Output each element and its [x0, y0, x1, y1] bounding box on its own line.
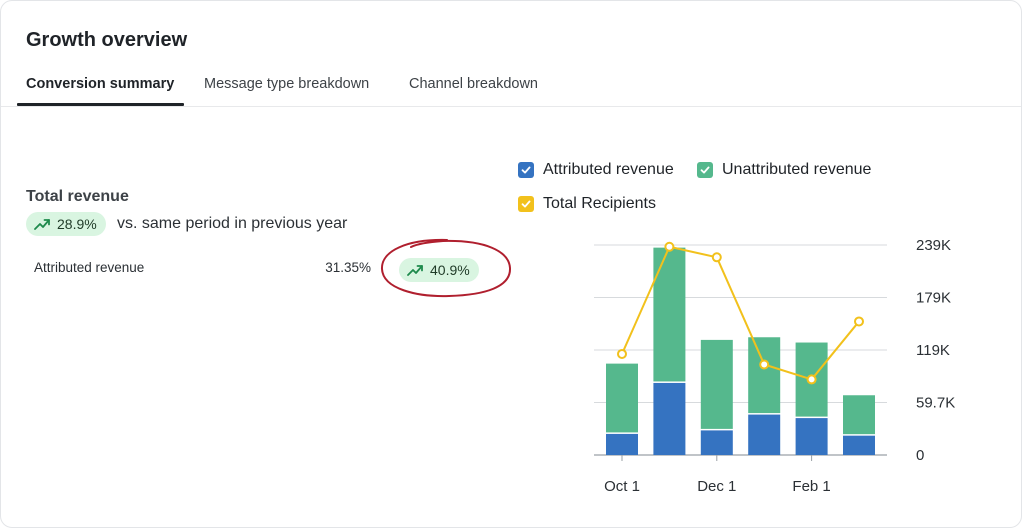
- checkbox-checked-icon: [697, 162, 713, 178]
- attributed-revenue-change-value: 40.9%: [430, 262, 470, 278]
- bar-attributed-revenue: [843, 435, 875, 455]
- hand-drawn-circle-annotation: [380, 238, 512, 298]
- line-total-recipients: [621, 245, 860, 381]
- attributed-revenue-change-badge: 40.9%: [399, 258, 479, 282]
- legend-label: Unattributed revenue: [722, 161, 872, 178]
- total-revenue-change-badge: 28.9%: [26, 212, 106, 236]
- point-total-recipients: [711, 252, 722, 263]
- point-total-recipients: [759, 359, 770, 370]
- bar-attributed-revenue: [653, 382, 686, 455]
- x-tick-label: Dec 1: [697, 478, 736, 495]
- legend-item-unattributed-revenue[interactable]: Unattributed revenue: [697, 161, 871, 179]
- bar-unattributed-revenue: [700, 339, 733, 429]
- bar-unattributed-revenue: [795, 342, 828, 417]
- bar-unattributed-revenue: [843, 395, 875, 435]
- tab-conversion-summary[interactable]: Conversion summary: [26, 76, 175, 92]
- tab-channel-breakdown[interactable]: Channel breakdown: [409, 76, 538, 92]
- comparison-text: vs. same period in previous year: [117, 215, 348, 232]
- total-revenue-label: Total revenue: [26, 188, 129, 205]
- tab-bar: Conversion summary Message type breakdow…: [1, 63, 1021, 107]
- point-total-recipients: [617, 348, 627, 359]
- legend-item-total-recipients[interactable]: Total Recipients: [518, 195, 656, 213]
- checkbox-checked-icon: [518, 196, 534, 212]
- y-tick-label: 179K: [916, 290, 951, 307]
- bar-attributed-revenue: [795, 418, 828, 455]
- bar-attributed-revenue: [748, 414, 781, 455]
- bar-unattributed-revenue: [606, 363, 638, 433]
- legend-label: Total Recipients: [543, 195, 656, 212]
- legend-item-attributed-revenue[interactable]: Attributed revenue: [518, 161, 674, 179]
- bar-unattributed-revenue: [748, 337, 781, 414]
- x-tick-label: Feb 1: [792, 478, 830, 495]
- trending-up-icon: [407, 265, 423, 276]
- y-tick-label: 119K: [916, 342, 950, 359]
- page-title: Growth overview: [26, 29, 188, 51]
- point-total-recipients: [854, 316, 864, 327]
- tab-message-type-breakdown[interactable]: Message type breakdown: [204, 76, 370, 92]
- attributed-revenue-label: Attributed revenue: [34, 260, 145, 275]
- bar-attributed-revenue: [700, 430, 733, 455]
- y-tick-label: 59.7K: [916, 395, 955, 412]
- bar-unattributed-revenue: [653, 247, 686, 382]
- y-tick-label: 0: [916, 447, 924, 464]
- point-total-recipients: [664, 241, 675, 252]
- active-tab-indicator: [17, 103, 184, 106]
- checkbox-checked-icon: [518, 162, 534, 178]
- y-tick-label: 239K: [916, 237, 951, 254]
- trending-up-icon: [34, 219, 50, 230]
- x-tick-label: Oct 1: [604, 478, 640, 495]
- attributed-revenue-share: 31.35%: [325, 260, 371, 275]
- bar-attributed-revenue: [606, 433, 638, 455]
- legend-label: Attributed revenue: [543, 161, 674, 178]
- total-revenue-change-value: 28.9%: [57, 216, 97, 232]
- point-total-recipients: [806, 374, 817, 385]
